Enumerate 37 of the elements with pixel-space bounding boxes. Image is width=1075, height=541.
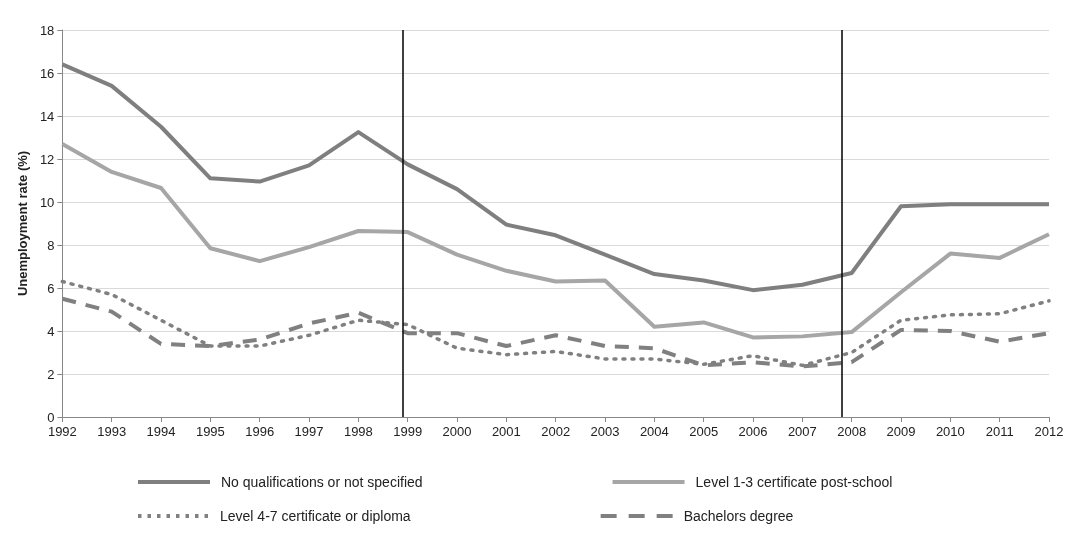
- y-tick-label: 14: [39, 108, 55, 124]
- x-tick-label: 2002: [541, 424, 571, 439]
- y-tick-label: 8: [47, 237, 55, 253]
- x-tick-label: 1999: [393, 424, 423, 439]
- x-tick-label: 2005: [689, 424, 719, 439]
- y-tick-label: 18: [39, 22, 55, 38]
- x-tick-label: 2009: [886, 424, 916, 439]
- legend-label: No qualifications or not specified: [221, 474, 423, 490]
- x-tick-label: 1992: [47, 424, 77, 439]
- x-tick-label: 2000: [442, 424, 472, 439]
- x-tick-label: 2004: [639, 424, 669, 439]
- x-tick-label: 1998: [343, 424, 373, 439]
- x-tick-label: 2011: [985, 424, 1014, 439]
- y-tick-label: 4: [47, 323, 55, 339]
- x-tick-label: 1997: [294, 424, 324, 439]
- x-tick-label: 2010: [935, 424, 965, 439]
- x-tick-label: 1996: [245, 424, 275, 439]
- y-tick-label: 12: [39, 151, 55, 167]
- y-tick-label: 6: [47, 280, 55, 296]
- y-tick-label: 16: [39, 65, 55, 81]
- y-axis-title: Unemployment rate (%): [15, 150, 30, 297]
- x-tick-label: 1995: [195, 424, 225, 439]
- x-tick-label: 2001: [491, 424, 521, 439]
- x-tick-label: 1993: [97, 424, 127, 439]
- x-tick-label: 2007: [787, 424, 817, 439]
- legend-label: Level 4-7 certificate or diploma: [220, 508, 411, 524]
- legend-label: Bachelors degree: [683, 508, 794, 524]
- x-tick-label: 1994: [146, 424, 176, 439]
- y-tick-label: 0: [47, 409, 55, 425]
- line-series: [60, 141, 1051, 340]
- x-tick-label: 2012: [1034, 424, 1064, 439]
- x-tick-label: 2008: [837, 424, 867, 439]
- x-tick-label: 2006: [738, 424, 768, 439]
- legend-label: Level 1-3 certificate post-school: [695, 474, 893, 490]
- x-tick-label: 2003: [590, 424, 620, 439]
- y-tick-label: 2: [47, 366, 55, 382]
- y-tick-label: 10: [39, 194, 55, 210]
